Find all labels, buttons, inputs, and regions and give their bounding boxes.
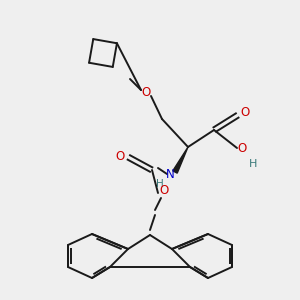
Text: O: O <box>237 142 247 154</box>
Text: N: N <box>166 169 174 182</box>
Text: H: H <box>156 179 164 189</box>
Text: O: O <box>240 106 250 119</box>
Polygon shape <box>173 147 188 173</box>
Text: O: O <box>116 149 124 163</box>
Text: O: O <box>159 184 169 197</box>
Text: O: O <box>141 85 151 98</box>
Text: H: H <box>249 159 257 169</box>
